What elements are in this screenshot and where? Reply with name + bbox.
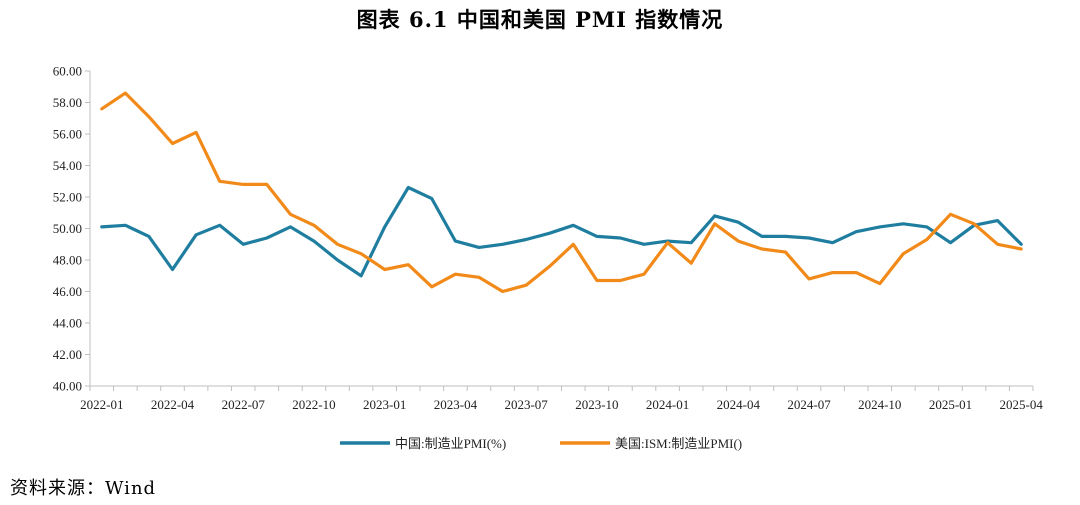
y-axis-ticks: 40.00 42.00 44.00 46.00 48.00 50.00 52.00 54.00… [53, 64, 90, 394]
x-tick-label: 2025-04 [1000, 397, 1044, 412]
legend-label-us: 美国:ISM:制造业PMI() [615, 436, 742, 451]
y-tick-label: 56.00 [53, 127, 82, 142]
x-tick-label: 2024-07 [787, 397, 831, 412]
y-tick-label: 54.00 [53, 158, 82, 173]
legend: 中国:制造业PMI(%) 美国:ISM:制造业PMI() [340, 436, 742, 451]
y-tick-label: 44.00 [53, 316, 82, 331]
y-tick-label: 42.00 [53, 347, 82, 362]
legend-label-china: 中国:制造业PMI(%) [395, 436, 506, 451]
y-tick-label: 50.00 [53, 221, 82, 236]
series-line-us [100, 91, 1023, 294]
y-tick-label: 48.00 [53, 253, 82, 268]
y-tick-label: 58.00 [53, 95, 82, 110]
x-tick-label: 2025-01 [929, 397, 972, 412]
source-note: 资料来源：Wind [10, 478, 157, 499]
x-tick-label: 2022-04 [151, 397, 195, 412]
chart-title: 图表 6.1 中国和美国 PMI 指数情况 [356, 7, 724, 32]
x-tick-label: 2024-10 [858, 397, 901, 412]
x-tick-label: 2022-01 [80, 397, 123, 412]
x-tick-label: 2024-01 [646, 397, 689, 412]
pmi-line-chart: 40.00 42.00 44.00 46.00 48.00 50.00 52.00 54.00… [53, 64, 1044, 452]
x-tick-label: 2023-01 [363, 397, 406, 412]
x-tick-label: 2023-10 [575, 397, 618, 412]
x-tick-label: 2023-04 [434, 397, 478, 412]
y-tick-label: 52.00 [53, 190, 82, 205]
y-tick-label: 60.00 [53, 64, 82, 79]
x-tick-label: 2023-07 [504, 397, 548, 412]
series-line-china [100, 185, 1023, 278]
x-tick-label: 2024-04 [717, 397, 761, 412]
series-lines [100, 91, 1023, 294]
x-axis-ticks: 2022-01 2022-04 2022-07 2022-10 2023-01 2023-… [80, 386, 1043, 412]
y-tick-label: 46.00 [53, 284, 82, 299]
x-tick-label: 2022-07 [222, 397, 266, 412]
x-tick-label: 2022-10 [292, 397, 335, 412]
y-tick-label: 40.00 [53, 379, 82, 394]
